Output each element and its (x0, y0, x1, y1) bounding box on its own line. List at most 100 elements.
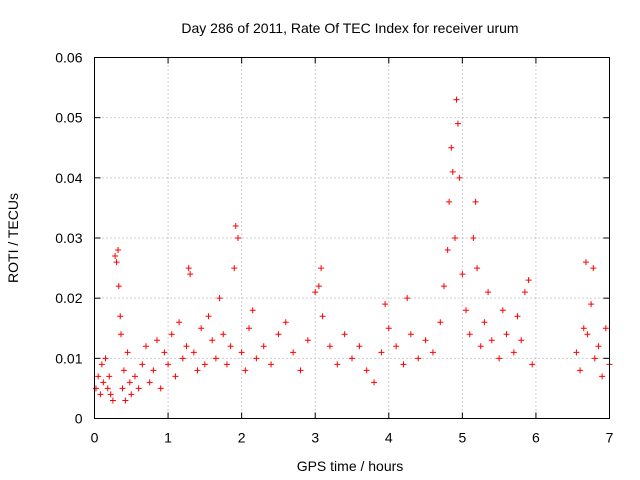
y-tick-label: 0.02 (55, 290, 82, 306)
data-point (488, 337, 495, 344)
data-point (246, 325, 252, 332)
data-point (456, 174, 463, 181)
data-point (334, 361, 341, 368)
data-point (205, 313, 212, 320)
grid-lines (94, 57, 610, 419)
data-point (198, 325, 205, 332)
data-point (231, 265, 238, 272)
data-point (378, 349, 385, 356)
data-point (470, 235, 477, 241)
data-point (400, 361, 407, 368)
data-point (304, 337, 311, 344)
data-point (201, 361, 208, 368)
data-point (453, 96, 460, 103)
data-point (260, 343, 267, 350)
data-point (448, 144, 455, 151)
data-point (139, 361, 146, 368)
x-tick-label: 4 (385, 430, 393, 446)
data-point (584, 331, 591, 338)
data-point (449, 168, 456, 175)
data-point (242, 367, 249, 374)
data-point (128, 391, 135, 398)
x-tick-label: 3 (311, 430, 319, 446)
data-point (459, 271, 466, 278)
data-point (135, 385, 142, 392)
data-point (525, 277, 532, 284)
x-tick-label: 6 (532, 430, 540, 446)
x-tick-label: 0 (91, 430, 99, 446)
data-point (503, 331, 510, 338)
data-point (122, 397, 129, 404)
data-point (326, 343, 333, 350)
data-point (595, 343, 602, 350)
y-tick-label: 0.05 (55, 110, 82, 126)
data-point (466, 331, 473, 338)
data-point (109, 397, 116, 404)
data-point (115, 247, 122, 254)
data-point (371, 379, 378, 386)
data-point (150, 367, 157, 374)
data-point (590, 265, 597, 272)
data-point (446, 198, 453, 205)
data-point (582, 259, 589, 266)
data-point (115, 283, 122, 290)
y-tick-label: 0.03 (55, 230, 82, 246)
data-point (290, 349, 297, 356)
data-point (602, 325, 609, 332)
data-point (179, 355, 186, 362)
data-point (440, 283, 447, 290)
data-point (437, 319, 444, 326)
y-tick-label: 0.06 (55, 50, 82, 66)
data-point (112, 253, 119, 260)
data-point (168, 331, 175, 338)
data-point (253, 355, 260, 362)
data-point (349, 355, 355, 362)
data-point (194, 367, 201, 374)
data-point (131, 373, 138, 380)
x-tick-label: 5 (458, 430, 466, 446)
data-point (463, 307, 470, 314)
data-point (268, 361, 275, 368)
data-point (223, 361, 230, 368)
data-point (95, 373, 102, 380)
data-point (113, 259, 120, 266)
data-point (104, 385, 111, 392)
data-point (172, 373, 179, 380)
plot-frame (94, 57, 610, 419)
data-point (521, 289, 528, 296)
data-point (385, 325, 392, 332)
data-point (126, 379, 133, 386)
data-point (98, 361, 105, 368)
y-tick-label: 0.01 (55, 350, 82, 366)
data-point (481, 319, 488, 326)
y-tick-label: 0.04 (55, 170, 82, 186)
x-tick-label: 2 (238, 430, 246, 446)
data-point (499, 307, 506, 314)
data-point (249, 307, 256, 314)
data-point (422, 337, 429, 344)
data-point (119, 385, 126, 392)
data-point (143, 343, 149, 350)
data-point (216, 295, 223, 302)
data-point (510, 349, 517, 356)
data-point (591, 355, 598, 362)
data-point (176, 319, 183, 326)
data-point (318, 265, 325, 272)
data-point (161, 349, 168, 356)
data-point (185, 265, 192, 272)
data-point (514, 313, 521, 320)
data-point (356, 343, 363, 350)
data-point (472, 198, 479, 205)
data-point (183, 343, 190, 350)
data-point (275, 331, 282, 338)
data-point (220, 331, 227, 338)
data-point (577, 367, 584, 374)
data-point (315, 283, 322, 290)
data-point (312, 289, 319, 296)
data-point (404, 295, 411, 302)
data-point (212, 355, 219, 362)
data-point (444, 247, 451, 254)
data-point (157, 385, 164, 392)
data-point (282, 319, 289, 326)
